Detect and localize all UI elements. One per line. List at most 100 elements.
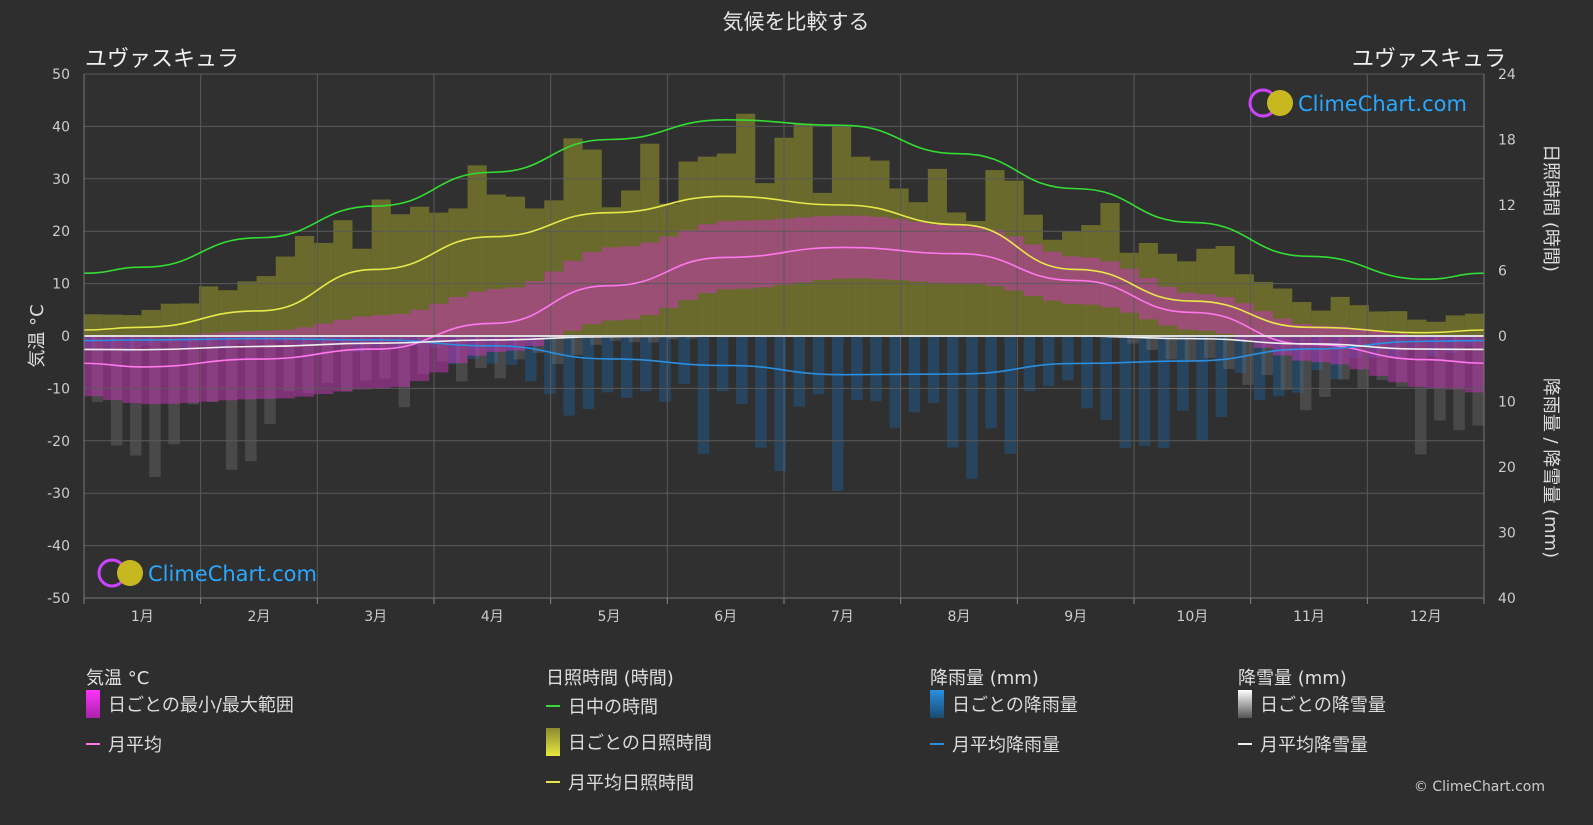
sun-daily-swatch — [546, 728, 560, 756]
temp-range-bar — [736, 220, 756, 289]
temp-range-bar — [1004, 236, 1024, 291]
temp-range-bar — [352, 316, 372, 390]
rain-daily-bar — [774, 336, 786, 472]
rain-daily-bar — [582, 336, 595, 410]
y-left-label: 気温 °C — [27, 304, 48, 367]
rain-daily-bar — [544, 336, 556, 394]
y-left-tick-label: 20 — [52, 224, 70, 240]
rain-daily-bar — [1253, 336, 1266, 400]
temp-range-bar — [160, 335, 180, 404]
y-right-top-tick-label: 18 — [1498, 133, 1516, 149]
temp-range-bar — [659, 236, 679, 308]
brand-text-top: ClimeChart.com — [1298, 92, 1467, 116]
sunshine-daily-bar — [160, 303, 180, 336]
snow-daily-bar — [1146, 336, 1158, 350]
rain-daily-bar — [525, 336, 537, 382]
month-label: 11月 — [1293, 609, 1325, 625]
rain-daily-bar — [678, 336, 691, 385]
snow-daily-bar — [551, 336, 564, 364]
snow-daily-bar — [1319, 336, 1331, 397]
rain-daily-bar — [659, 336, 671, 402]
rain-daily-bar — [966, 336, 978, 479]
temp-range-bar — [1407, 335, 1427, 387]
legend-sun-avg: 月平均日照時間 — [546, 769, 694, 795]
month-label: 2月 — [248, 609, 271, 625]
daylight-swatch — [546, 705, 560, 707]
axes: 50 40 30 20 10 0 -10 -20 -30 -40 -50 1月 2月 3月 4月 5月 6月 7月… — [47, 67, 1516, 625]
temp-range-bar — [1042, 251, 1063, 301]
snow-daily-bar — [667, 336, 679, 340]
brand-logo-bottom[interactable]: ClimeChart.com — [97, 558, 317, 588]
sunshine-daily-bar — [390, 214, 411, 336]
month-label: 9月 — [1064, 609, 1087, 625]
snow-daily-bar — [1165, 336, 1178, 360]
sunshine-daily-bar — [410, 206, 430, 336]
rain-daily-bar — [1273, 336, 1285, 397]
brand-text-bottom: ClimeChart.com — [148, 562, 317, 586]
temp-range-bar — [1368, 330, 1389, 376]
snow-daily-bar — [1127, 336, 1139, 344]
sunshine-daily-bar — [122, 315, 142, 336]
brand-logo-top[interactable]: ClimeChart.com — [1248, 88, 1467, 118]
month-label: 3月 — [364, 609, 387, 625]
rain-daily-bar — [736, 336, 748, 405]
temp-range-bar — [1292, 323, 1312, 361]
snow-daily-bar — [494, 336, 506, 379]
sunshine-daily-bar — [103, 314, 123, 336]
sunshine-daily-bar — [1330, 296, 1350, 336]
snow-daily-bar — [1204, 336, 1216, 359]
temp-range-bar — [275, 329, 295, 399]
sunshine-daily-bar — [1388, 311, 1408, 336]
legend-snow-heading: 降雪量 (mm) — [1238, 668, 1347, 689]
rain-daily-bar — [640, 336, 652, 392]
sunshine-daily-bar — [275, 256, 295, 336]
month-label: 4月 — [481, 609, 504, 625]
rain-daily-bar — [1177, 336, 1189, 411]
sun-avg-swatch — [546, 781, 560, 783]
snow-daily-bar — [1299, 336, 1312, 411]
rain-daily-bar — [1138, 336, 1151, 446]
location-right: ユヴァスキュラ — [1352, 47, 1506, 72]
temp-range-bar — [1464, 336, 1484, 393]
temp-range-bar — [1349, 328, 1369, 370]
rain-daily-bar — [1119, 336, 1132, 449]
snow-daily-bar — [628, 336, 641, 343]
temp-range-bar — [505, 287, 526, 351]
rain-daily-bar — [927, 336, 940, 404]
y-left-tick-label: -20 — [47, 434, 70, 450]
y-left-tick-label: -10 — [47, 381, 70, 397]
snow-daily-swatch — [1238, 690, 1252, 718]
temp-range-bar — [103, 336, 123, 401]
snow-daily-bar — [647, 336, 660, 343]
temp-range-bar — [563, 260, 583, 331]
sunshine-daily-bar — [199, 286, 219, 336]
temp-range-bar — [1234, 303, 1254, 340]
temp-range-bar — [1138, 278, 1158, 320]
temp-range-bar — [1253, 311, 1274, 348]
y-left-tick-label: 10 — [52, 277, 70, 293]
temp-range-bar — [1273, 318, 1293, 356]
y-right-top-label: 日照時間 (時間) — [1540, 144, 1561, 272]
rain-daily-bar — [1042, 336, 1055, 387]
y-left-tick-label: 0 — [61, 329, 70, 345]
rain-daily-bar — [1215, 336, 1228, 417]
rain-daily-bar — [870, 336, 882, 402]
sunshine-daily-bar — [1445, 315, 1465, 336]
legend-daylight: 日中の時間 — [546, 693, 658, 719]
rain-daily-bar — [1023, 336, 1036, 392]
temp-range-bar — [448, 296, 468, 364]
temp-range-bar — [544, 271, 564, 339]
rain-avg-line — [83, 337, 1485, 376]
rain-daily-bar — [697, 336, 710, 454]
sunshine-daily-bar — [141, 309, 161, 336]
sunshine-avg-line — [83, 195, 1485, 334]
y-right-top-tick-label: 12 — [1498, 198, 1516, 214]
chart-title: 気候を比較する — [723, 10, 870, 34]
temp-range-bar — [237, 331, 257, 400]
rain-daily-bar — [1292, 336, 1304, 393]
y-left-tick-label: 50 — [52, 67, 70, 83]
temp-range-bar — [486, 288, 506, 352]
y-right-top-tick-label: 0 — [1498, 329, 1507, 345]
y-right-bottom-tick-label: 30 — [1498, 526, 1516, 542]
legend-rain-avg: 月平均降雨量 — [930, 731, 1060, 757]
